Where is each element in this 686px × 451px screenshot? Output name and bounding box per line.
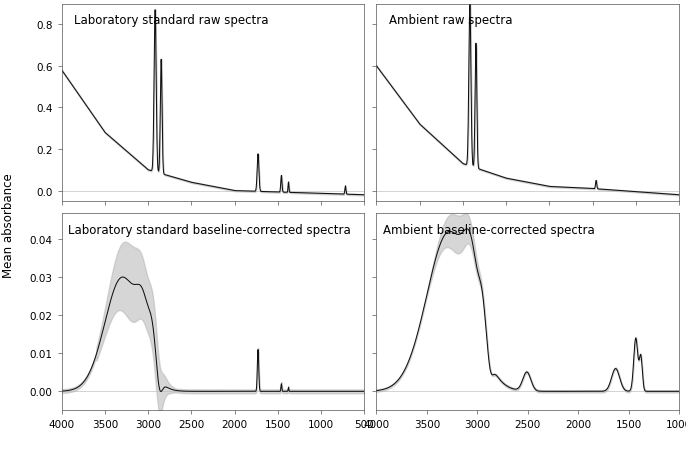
Text: Laboratory standard raw spectra: Laboratory standard raw spectra xyxy=(74,14,268,28)
Text: Mean absorbance: Mean absorbance xyxy=(2,173,14,278)
Text: Ambient raw spectra: Ambient raw spectra xyxy=(388,14,512,28)
Text: Laboratory standard baseline-corrected spectra: Laboratory standard baseline-corrected s… xyxy=(68,223,351,236)
Text: Ambient baseline-corrected spectra: Ambient baseline-corrected spectra xyxy=(383,223,594,236)
